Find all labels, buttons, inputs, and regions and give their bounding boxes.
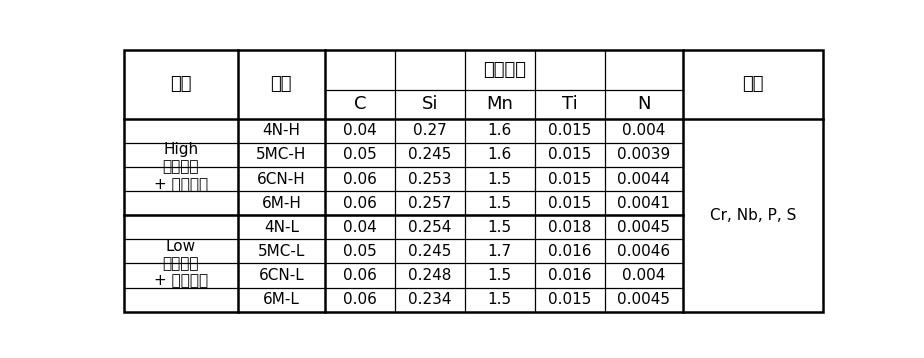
Text: 1.5: 1.5 xyxy=(488,220,512,235)
Text: 0.0039: 0.0039 xyxy=(617,147,671,163)
Text: 기타: 기타 xyxy=(742,75,764,93)
Text: 0.257: 0.257 xyxy=(408,196,452,211)
Text: 5MC-L: 5MC-L xyxy=(258,244,305,259)
Text: 0.254: 0.254 xyxy=(408,220,452,235)
Text: 1.5: 1.5 xyxy=(488,196,512,211)
Text: 0.004: 0.004 xyxy=(622,123,665,138)
Text: 0.05: 0.05 xyxy=(343,147,377,163)
Text: 1.7: 1.7 xyxy=(488,244,512,259)
Text: 1.5: 1.5 xyxy=(488,268,512,283)
Text: 0.06: 0.06 xyxy=(343,171,377,187)
Text: 0.06: 0.06 xyxy=(343,268,377,283)
Text: 0.04: 0.04 xyxy=(343,220,377,235)
Text: 1.5: 1.5 xyxy=(488,292,512,307)
Text: 0.004: 0.004 xyxy=(622,268,665,283)
Text: 4N-L: 4N-L xyxy=(264,220,298,235)
Text: Low
가열온도
+ 압연온도: Low 가열온도 + 압연온도 xyxy=(153,238,208,289)
Text: 0.015: 0.015 xyxy=(548,123,591,138)
Text: 0.015: 0.015 xyxy=(548,147,591,163)
Text: 0.0046: 0.0046 xyxy=(617,244,671,259)
Text: 0.015: 0.015 xyxy=(548,292,591,307)
Text: 0.0045: 0.0045 xyxy=(617,292,671,307)
Text: 표기: 표기 xyxy=(271,75,292,93)
Text: 0.0041: 0.0041 xyxy=(617,196,671,211)
Text: High
가열온도
+ 압연온도: High 가열온도 + 압연온도 xyxy=(153,142,208,192)
Text: 6M-L: 6M-L xyxy=(263,292,299,307)
Text: 0.0045: 0.0045 xyxy=(617,220,671,235)
Text: 0.016: 0.016 xyxy=(548,244,591,259)
Text: Cr, Nb, P, S: Cr, Nb, P, S xyxy=(710,208,796,223)
Text: C: C xyxy=(354,95,366,113)
Text: 1.5: 1.5 xyxy=(488,171,512,187)
Text: 0.015: 0.015 xyxy=(548,196,591,211)
Text: 5MC-H: 5MC-H xyxy=(256,147,307,163)
Text: 0.248: 0.248 xyxy=(408,268,452,283)
Text: 0.016: 0.016 xyxy=(548,268,591,283)
Text: 6CN-H: 6CN-H xyxy=(257,171,306,187)
Text: 0.0044: 0.0044 xyxy=(617,171,671,187)
Text: 조건: 조건 xyxy=(170,75,191,93)
Text: 6CN-L: 6CN-L xyxy=(259,268,304,283)
Text: 0.06: 0.06 xyxy=(343,292,377,307)
Text: 0.05: 0.05 xyxy=(343,244,377,259)
Text: 4N-H: 4N-H xyxy=(262,123,300,138)
Text: 0.015: 0.015 xyxy=(548,171,591,187)
Text: Ti: Ti xyxy=(562,95,578,113)
Text: Mn: Mn xyxy=(486,95,513,113)
Text: 1.6: 1.6 xyxy=(488,123,512,138)
Text: 0.245: 0.245 xyxy=(408,147,452,163)
Text: 0.06: 0.06 xyxy=(343,196,377,211)
Text: 0.245: 0.245 xyxy=(408,244,452,259)
Text: 0.234: 0.234 xyxy=(408,292,452,307)
Text: Si: Si xyxy=(421,95,438,113)
Text: 6M-H: 6M-H xyxy=(261,196,301,211)
Text: 0.018: 0.018 xyxy=(548,220,591,235)
Text: 성분실적: 성분실적 xyxy=(482,61,526,79)
Text: 0.253: 0.253 xyxy=(408,171,452,187)
Text: 0.27: 0.27 xyxy=(413,123,446,138)
Text: N: N xyxy=(638,95,650,113)
Text: 0.04: 0.04 xyxy=(343,123,377,138)
Text: 1.6: 1.6 xyxy=(488,147,512,163)
